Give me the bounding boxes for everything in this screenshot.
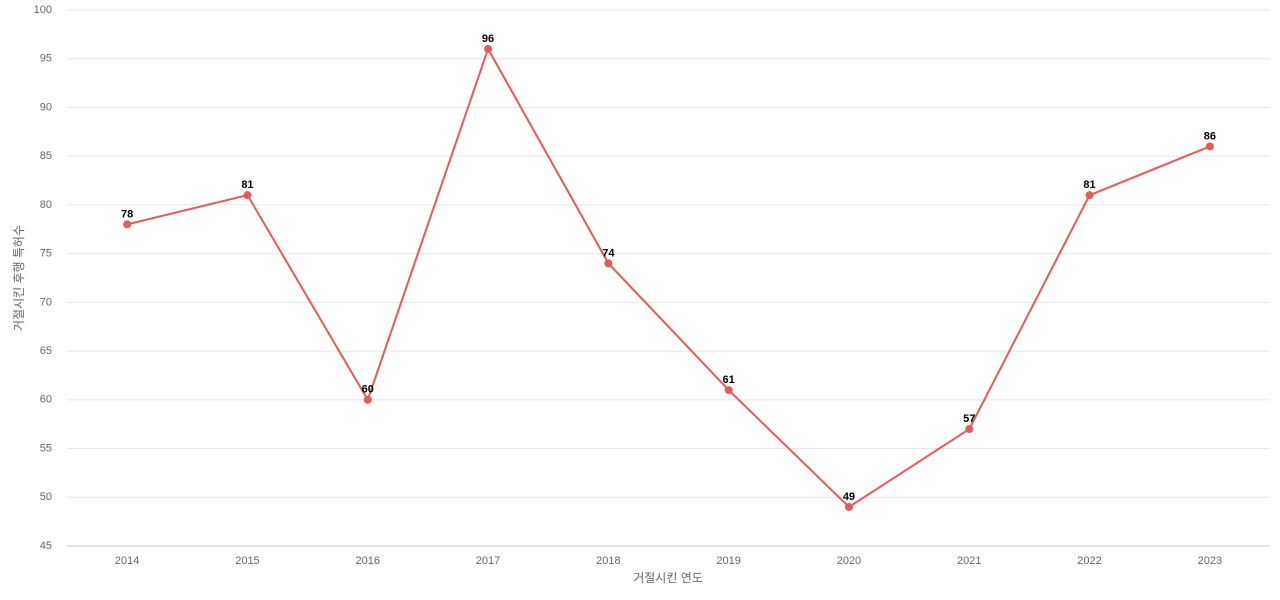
x-tick-label: 2021 xyxy=(957,555,981,567)
point xyxy=(844,503,853,512)
value-label: 78 xyxy=(121,208,133,220)
value-label: 57 xyxy=(963,413,975,425)
y-tick-label: 100 xyxy=(34,4,52,16)
y-tick-label: 80 xyxy=(40,199,52,211)
y-tick-label: 50 xyxy=(40,491,52,503)
x-tick-label: 2014 xyxy=(115,555,139,567)
line xyxy=(126,46,1211,509)
x-tick-label: 2022 xyxy=(1077,555,1101,567)
x-tick-label: 2018 xyxy=(596,555,620,567)
y-tick-label: 70 xyxy=(40,296,52,308)
point xyxy=(363,395,372,404)
x-tick-label: 2020 xyxy=(837,555,861,567)
x-tick-label: 2016 xyxy=(356,555,380,567)
value-label: 81 xyxy=(1083,179,1095,191)
point xyxy=(604,259,613,268)
y-tick-label: 45 xyxy=(40,540,52,552)
value-label: 60 xyxy=(362,384,374,396)
point xyxy=(724,386,733,395)
x-axis-title: 거절시킨 연도 xyxy=(633,571,703,585)
point xyxy=(1085,191,1094,200)
value-label: 61 xyxy=(723,374,735,386)
y-tick-label: 90 xyxy=(40,101,52,113)
x-tick-label: 2023 xyxy=(1198,555,1222,567)
y-tick-label: 65 xyxy=(40,345,52,357)
value-label: 74 xyxy=(602,247,615,259)
x-tick-label: 2019 xyxy=(716,555,740,567)
point xyxy=(1205,142,1214,151)
y-tick-label: 95 xyxy=(40,53,52,65)
point xyxy=(965,425,974,434)
value-label: 81 xyxy=(241,179,253,191)
y-tick-label: 75 xyxy=(40,248,52,260)
value-label: 49 xyxy=(843,491,855,503)
point xyxy=(243,191,252,200)
y-tick-label: 85 xyxy=(40,150,52,162)
y-tick-label: 55 xyxy=(40,442,52,454)
y-axis-title: 거절시킨 후행 특허수 xyxy=(11,225,26,331)
point xyxy=(123,220,132,229)
y-tick-label: 60 xyxy=(40,394,52,406)
point xyxy=(484,44,493,53)
x-tick-label: 2017 xyxy=(476,555,500,567)
x-tick-label: 2015 xyxy=(235,555,259,567)
value-label: 86 xyxy=(1204,130,1216,142)
value-label: 96 xyxy=(482,33,494,45)
